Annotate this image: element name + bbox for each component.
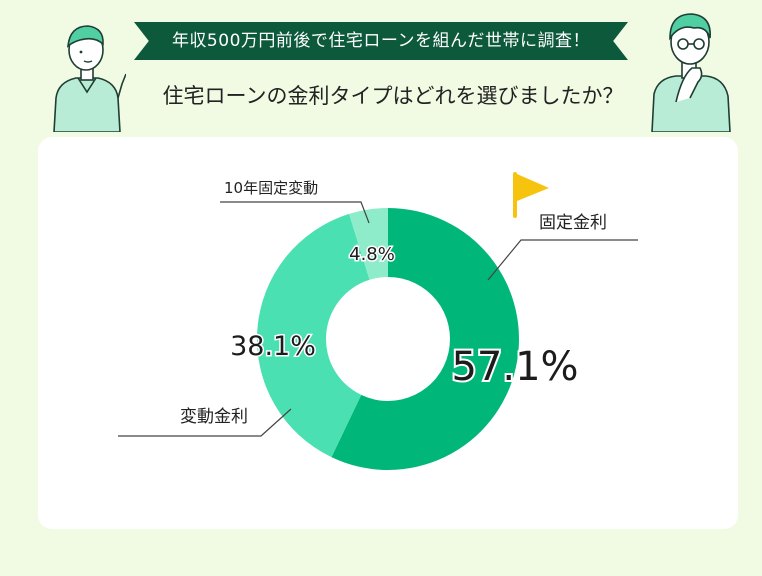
chart-card: 57.1% 固定金利 38.1% 変動金利 4.8% 10年固定変動 [38,137,738,529]
slice-value-label: 4.8% [349,244,395,265]
slice-value-label: 38.1% [230,331,316,362]
question-text: 住宅ローンの金利タイプはどれを選びましたか？ [162,84,624,108]
donut-slice [331,208,520,471]
slice-category-label: 10年固定変動 [224,179,318,197]
donut-slice [349,208,388,280]
leader-line [220,201,370,224]
title-banner: 年収500万円前後で住宅ローンを組んだ世帯に調査！ [134,22,628,60]
flag-icon [513,172,549,218]
leader-line [487,239,638,281]
person-pointing-icon [53,25,126,132]
slice-value-label: 57.1% [451,344,578,390]
person-thinking-icon [651,13,731,132]
slice-category-label: 固定金利 [539,213,607,233]
leader-line [118,408,292,437]
donut-chart: 57.1% 固定金利 38.1% 変動金利 4.8% 10年固定変動 [118,172,638,471]
donut-slice [257,213,370,458]
slice-category-label: 変動金利 [180,407,248,427]
